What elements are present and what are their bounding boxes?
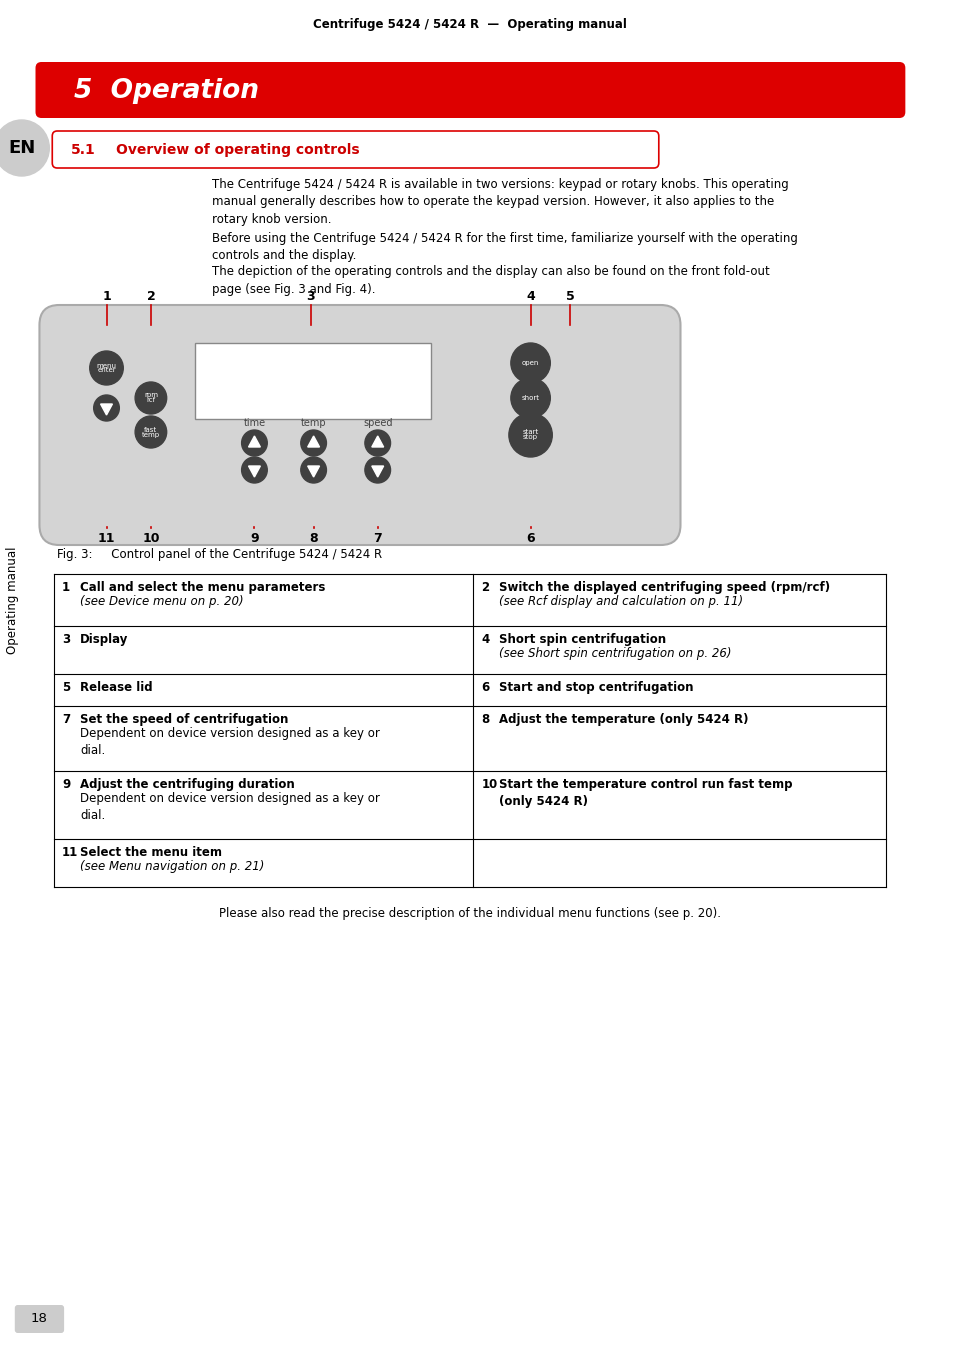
Polygon shape	[100, 404, 112, 414]
Text: 11: 11	[97, 532, 115, 545]
Text: (see Menu navigation on p. 21): (see Menu navigation on p. 21)	[80, 860, 264, 873]
Circle shape	[364, 431, 390, 456]
Text: rcf: rcf	[146, 397, 155, 404]
Circle shape	[508, 413, 552, 458]
Text: The Centrifuge 5424 / 5424 R is available in two versions: keypad or rotary knob: The Centrifuge 5424 / 5424 R is availabl…	[212, 178, 788, 225]
Text: 18: 18	[31, 1312, 48, 1326]
Circle shape	[300, 431, 326, 456]
Text: short: short	[521, 396, 539, 401]
FancyBboxPatch shape	[52, 131, 659, 167]
Text: Display: Display	[80, 633, 128, 647]
FancyBboxPatch shape	[39, 305, 679, 545]
Text: The depiction of the operating controls and the display can also be found on the: The depiction of the operating controls …	[212, 265, 769, 296]
Text: (see Device menu on p. 20): (see Device menu on p. 20)	[80, 595, 243, 608]
Text: 8: 8	[309, 532, 317, 545]
Text: menu: menu	[96, 363, 116, 369]
Text: 5  Operation: 5 Operation	[74, 78, 258, 104]
Text: 8: 8	[480, 713, 489, 726]
Text: 9: 9	[250, 532, 258, 545]
Text: start: start	[522, 429, 538, 436]
FancyBboxPatch shape	[195, 343, 431, 418]
Text: 5: 5	[62, 680, 71, 694]
Circle shape	[300, 458, 326, 483]
Text: Short spin centrifugation: Short spin centrifugation	[498, 633, 665, 647]
Text: Dependent on device version designed as a key or
dial.: Dependent on device version designed as …	[80, 728, 379, 757]
Text: 5.1: 5.1	[71, 143, 95, 157]
Circle shape	[93, 396, 119, 421]
Text: 10: 10	[142, 532, 159, 545]
Text: 11: 11	[62, 846, 78, 859]
Text: 3: 3	[62, 633, 71, 647]
Text: 1: 1	[102, 290, 111, 302]
Text: Adjust the temperature (only 5424 R): Adjust the temperature (only 5424 R)	[498, 713, 748, 726]
Text: Before using the Centrifuge 5424 / 5424 R for the first time, familiarize yourse: Before using the Centrifuge 5424 / 5424 …	[212, 232, 797, 262]
Circle shape	[241, 458, 267, 483]
Text: speed: speed	[362, 418, 392, 428]
Text: Centrifuge 5424 / 5424 R  —  Operating manual: Centrifuge 5424 / 5424 R — Operating man…	[314, 18, 627, 31]
Text: EN: EN	[8, 139, 35, 157]
Text: 4: 4	[526, 290, 535, 302]
Circle shape	[135, 416, 167, 448]
Text: 6: 6	[480, 680, 489, 694]
Circle shape	[364, 458, 390, 483]
Text: Start and stop centrifugation: Start and stop centrifugation	[498, 680, 693, 694]
Text: time: time	[243, 418, 265, 428]
Text: (see Short spin centrifugation on p. 26): (see Short spin centrifugation on p. 26)	[498, 647, 731, 660]
Circle shape	[510, 343, 550, 383]
Text: Select the menu item: Select the menu item	[80, 846, 222, 859]
Text: Adjust the centrifuging duration: Adjust the centrifuging duration	[80, 778, 294, 791]
Text: Switch the displayed centrifuging speed (rpm/rcf): Switch the displayed centrifuging speed …	[498, 580, 829, 594]
Text: Please also read the precise description of the individual menu functions (see p: Please also read the precise description…	[219, 907, 720, 919]
Text: (see Rcf display and calculation on p. 11): (see Rcf display and calculation on p. 1…	[498, 595, 742, 608]
Circle shape	[0, 120, 50, 176]
Text: Operating manual: Operating manual	[7, 547, 19, 653]
Text: enter: enter	[97, 367, 115, 374]
Text: 9: 9	[62, 778, 71, 791]
Text: 7: 7	[373, 532, 382, 545]
Polygon shape	[308, 466, 319, 477]
FancyBboxPatch shape	[15, 1305, 64, 1332]
Circle shape	[135, 382, 167, 414]
Text: 10: 10	[480, 778, 497, 791]
Circle shape	[510, 378, 550, 418]
Polygon shape	[372, 436, 383, 447]
Polygon shape	[372, 466, 383, 477]
Text: stop: stop	[522, 435, 537, 440]
Text: fast: fast	[144, 427, 157, 432]
Text: 1: 1	[62, 580, 71, 594]
Text: temp: temp	[300, 418, 326, 428]
Text: 4: 4	[480, 633, 489, 647]
Text: temp: temp	[142, 432, 160, 437]
Text: 2: 2	[147, 290, 155, 302]
Text: Overview of operating controls: Overview of operating controls	[116, 143, 359, 157]
Text: 5: 5	[565, 290, 574, 302]
Text: Set the speed of centrifugation: Set the speed of centrifugation	[80, 713, 288, 726]
Text: Dependent on device version designed as a key or
dial.: Dependent on device version designed as …	[80, 792, 379, 822]
Text: Call and select the menu parameters: Call and select the menu parameters	[80, 580, 325, 594]
Text: 7: 7	[62, 713, 71, 726]
Text: Start the temperature control run fast temp
(only 5424 R): Start the temperature control run fast t…	[498, 778, 792, 809]
Circle shape	[90, 351, 123, 385]
Text: 6: 6	[526, 532, 535, 545]
FancyBboxPatch shape	[35, 62, 904, 117]
Text: rpm: rpm	[144, 393, 158, 398]
Polygon shape	[308, 436, 319, 447]
Text: 2: 2	[480, 580, 489, 594]
Text: 3: 3	[306, 290, 314, 302]
Text: Release lid: Release lid	[80, 680, 152, 694]
Polygon shape	[249, 436, 260, 447]
Text: Fig. 3:     Control panel of the Centrifuge 5424 / 5424 R: Fig. 3: Control panel of the Centrifuge …	[57, 548, 382, 562]
Text: open: open	[521, 360, 538, 366]
Circle shape	[241, 431, 267, 456]
Polygon shape	[249, 466, 260, 477]
